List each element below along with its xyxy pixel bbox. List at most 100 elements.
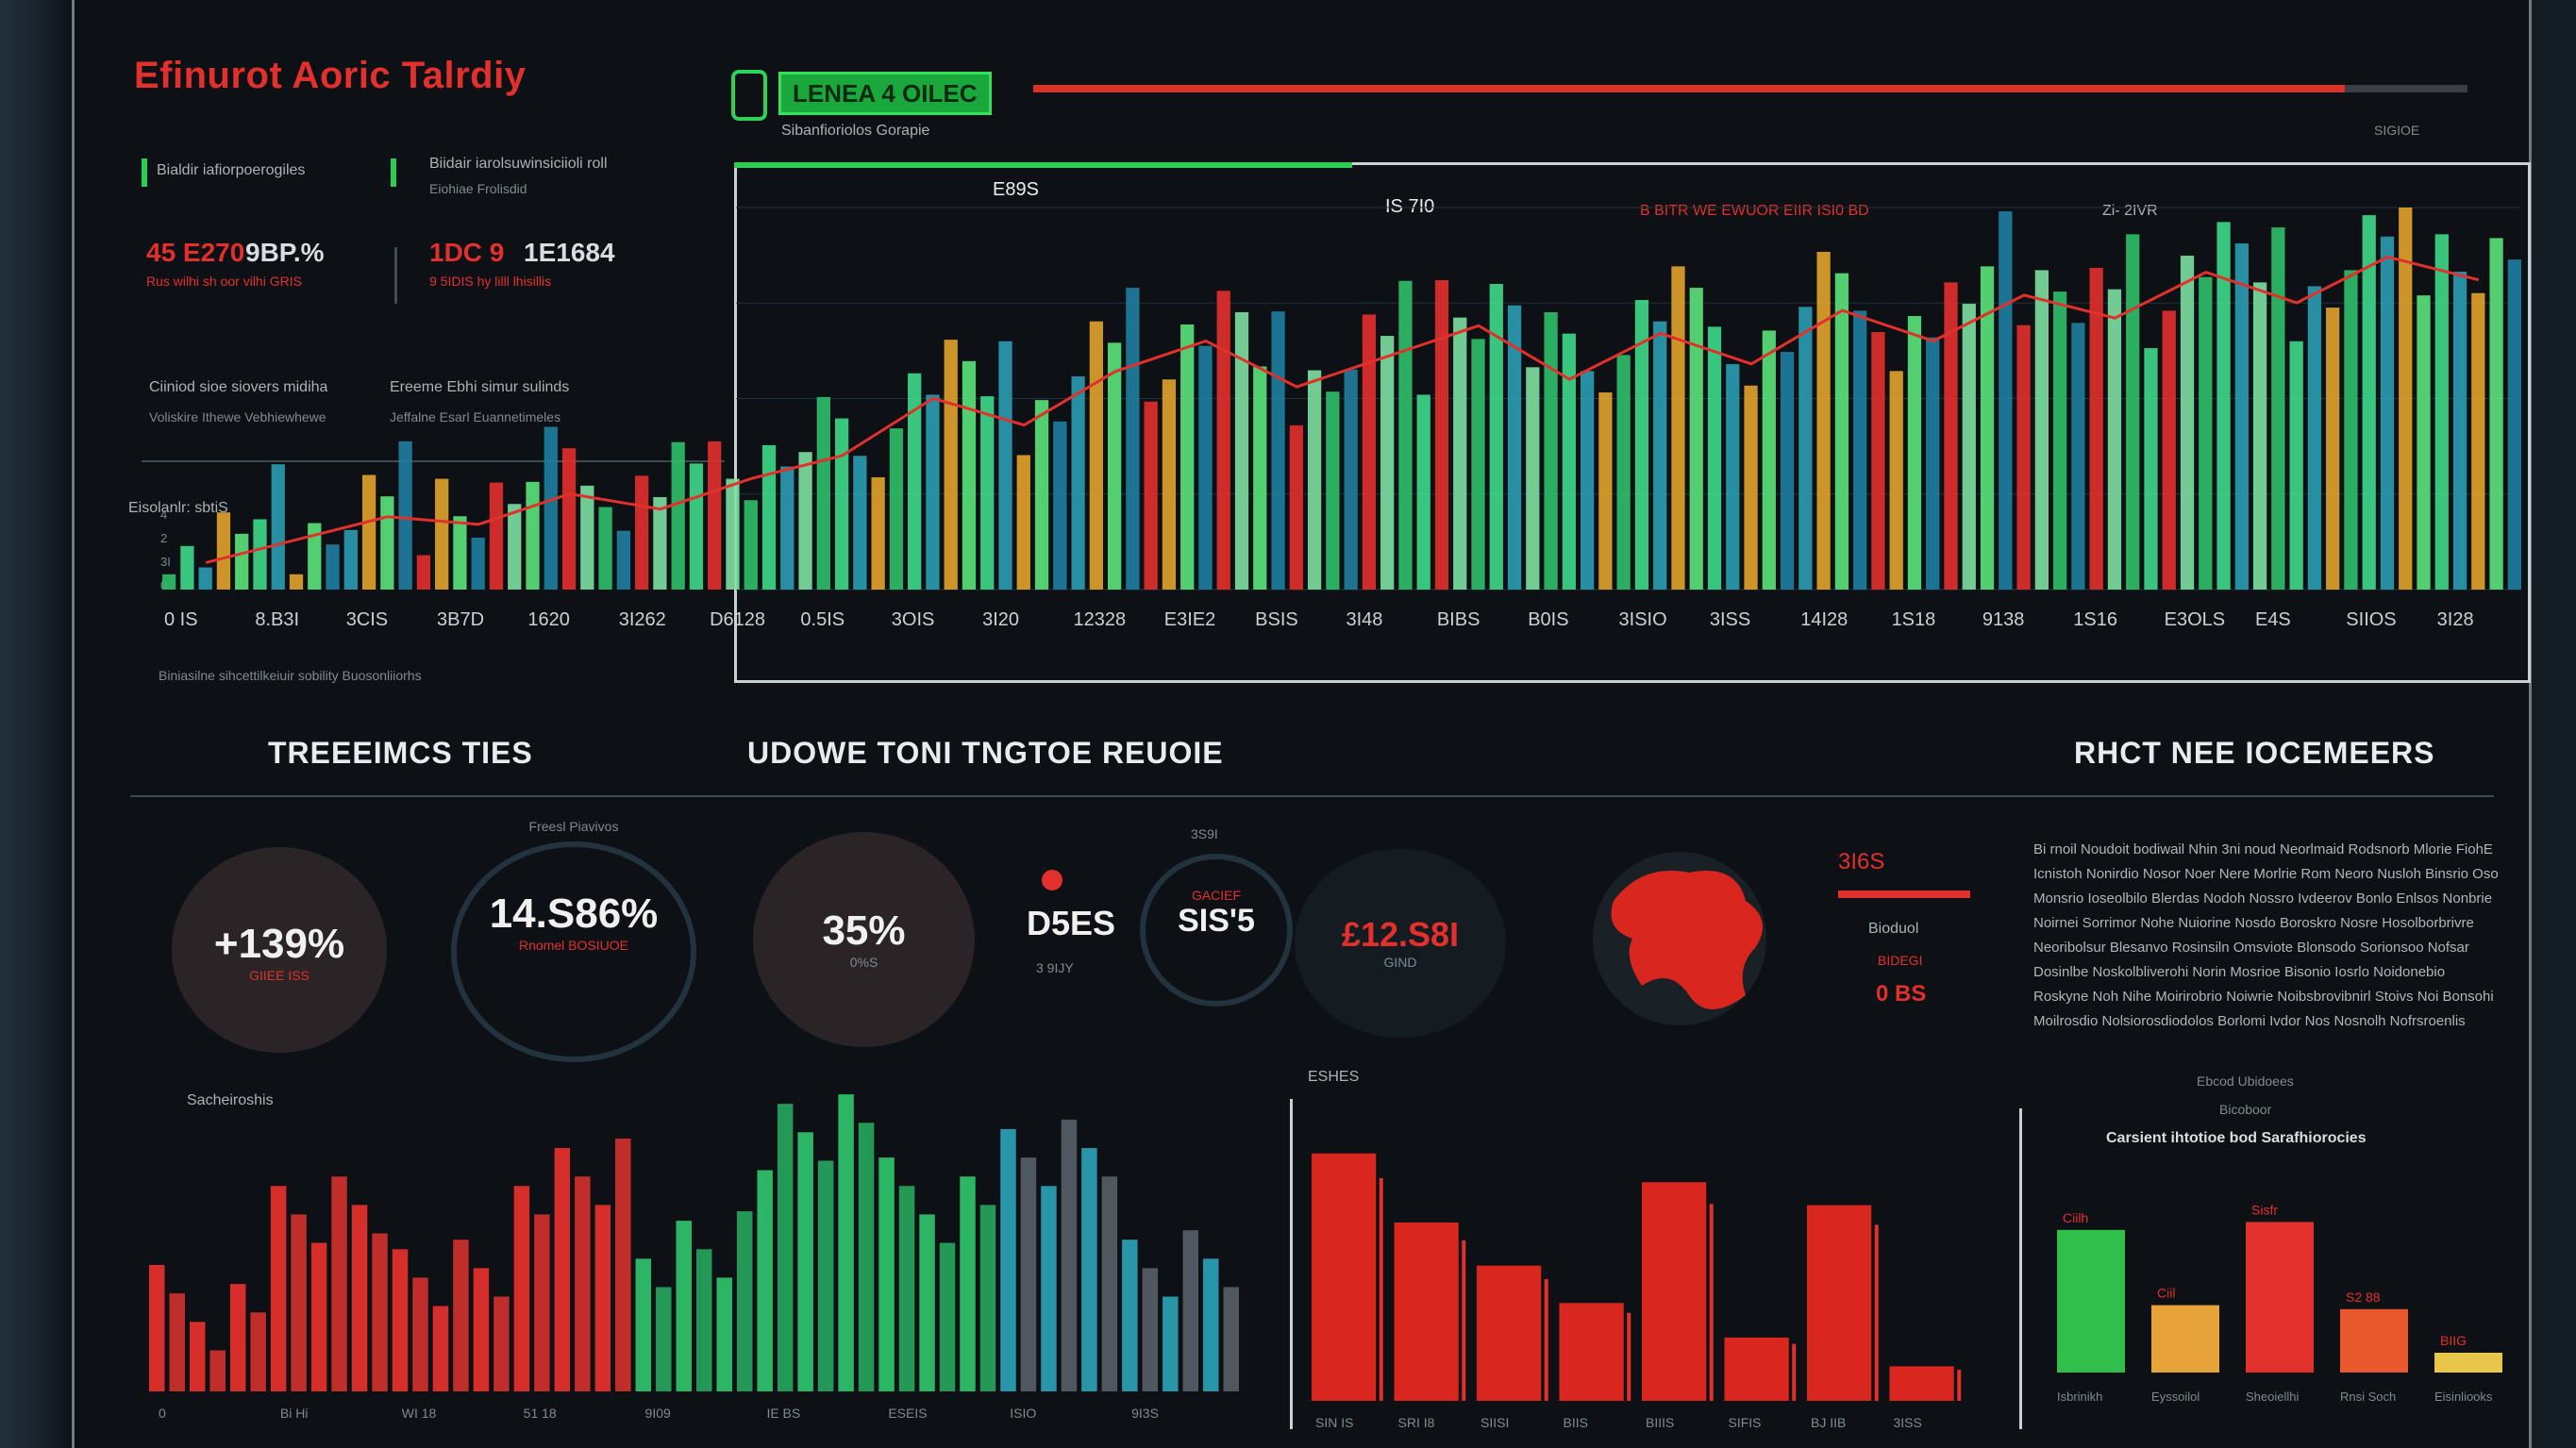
- bar-accent: [1957, 1370, 1962, 1401]
- bar: [2180, 256, 2195, 590]
- bar: [689, 463, 704, 590]
- bar: [1926, 337, 1940, 590]
- bar: [2252, 282, 2267, 590]
- bar: [416, 555, 431, 590]
- bar: [189, 1322, 206, 1391]
- tag-b-label: Biidair iarolsuwinsiciioli roll: [429, 156, 608, 172]
- bar: [169, 1293, 185, 1391]
- bar: [635, 1258, 652, 1391]
- bar: [554, 1148, 571, 1391]
- bar: [1271, 311, 1285, 590]
- bar: [1962, 304, 1976, 590]
- bar: [1471, 339, 1485, 590]
- bar: [575, 1176, 591, 1391]
- gauge-1[interactable]: +139% GIIEE ISS: [172, 847, 387, 1053]
- x-tick-label: 3I20: [982, 609, 1019, 630]
- bar: [736, 1211, 753, 1391]
- bar: [351, 1205, 368, 1391]
- bar: [1398, 280, 1413, 590]
- bar: [2380, 236, 2395, 590]
- bar: [2434, 1353, 2502, 1373]
- bar: [198, 567, 212, 590]
- bar: [1642, 1182, 1707, 1401]
- x-tick-label: 3ISS: [1894, 1415, 1922, 1430]
- bar: [508, 504, 522, 590]
- bar: [2326, 308, 2340, 590]
- x-tick-label: B0IS: [1528, 609, 1568, 630]
- x-tick-label: 8.B3I: [255, 609, 299, 630]
- bar: [162, 574, 176, 590]
- bar: [1162, 379, 1177, 590]
- bar: [331, 1176, 347, 1391]
- bar: [1020, 1157, 1037, 1391]
- left-frame-line: [72, 0, 75, 1448]
- bar: [939, 1242, 956, 1391]
- description-paragraph: Bi rnoil Noudoit bodiwail Nhin 3ni noud …: [2033, 841, 2499, 1029]
- bar: [229, 1284, 246, 1391]
- bar: [1344, 369, 1358, 590]
- kpi-b-sub: 9 5IDIS hy lilll lhisillis: [429, 274, 552, 289]
- section-right-heading: RHCT NEE IOCEMEERS: [2074, 736, 2435, 770]
- bar: [2144, 348, 2158, 590]
- bar: [716, 1277, 732, 1391]
- badge-subtitle: Sibanfioriolos Gorapie: [781, 123, 930, 139]
- status-badge[interactable]: LENEA 4 OILEC: [778, 72, 992, 115]
- gauge-6-sub: GIND: [1383, 955, 1417, 970]
- x-tick-label: Sheoiellhi: [2246, 1390, 2299, 1404]
- bar: [757, 1170, 773, 1391]
- bar: [1999, 211, 2013, 591]
- bar: [2344, 270, 2358, 590]
- bar: [817, 1160, 834, 1391]
- x-tick-label: SIISI: [1480, 1415, 1509, 1430]
- trend-line: [205, 255, 2480, 564]
- bottom-mid-axis: [1290, 1099, 1293, 1429]
- bar: [2216, 222, 2231, 590]
- bar: [838, 1094, 854, 1391]
- bottom-mid-title: ESHES: [1308, 1069, 1360, 1085]
- x-tick-label: Eyssoilol: [2151, 1390, 2200, 1404]
- gauge-5[interactable]: GACIEF SIS'5: [1140, 854, 1293, 1007]
- bar: [962, 360, 977, 590]
- bar: [1634, 300, 1649, 590]
- right-edge-decoration: [2532, 0, 2576, 1448]
- bar: [2340, 1308, 2408, 1373]
- data-label: BIIG: [2440, 1333, 2467, 1348]
- bar: [777, 1104, 794, 1391]
- x-tick-label: 3ISS: [1710, 609, 1750, 630]
- bar: [149, 1265, 165, 1391]
- tag-b-sub: Eiohiae Frolisdid: [429, 181, 527, 196]
- bar: [1434, 279, 1449, 590]
- bar: [1980, 266, 1995, 590]
- bar-accent: [1709, 1204, 1714, 1401]
- bar: [761, 444, 777, 590]
- bar: [858, 1123, 875, 1391]
- bar: [2307, 286, 2322, 590]
- gauge-6[interactable]: £12.S8I GIND: [1295, 849, 1506, 1038]
- main-chart-accent: [734, 162, 1352, 168]
- bar: [1907, 316, 1922, 590]
- globe-icon: [1593, 852, 1766, 1025]
- bar: [1724, 1337, 1789, 1401]
- data-label: S2 88: [2346, 1290, 2381, 1305]
- bar: [919, 1214, 935, 1391]
- bar: [656, 1287, 672, 1391]
- gauge-2[interactable]: Freesl Piavivos 14.S86% Rnomel BOSIUOE: [451, 819, 696, 1062]
- desc-a-sub: Voliskire Ithewe Vebhiewhewe: [149, 409, 326, 424]
- x-tick-label: 14I28: [1800, 609, 1848, 630]
- bar: [696, 1249, 712, 1391]
- bar-accent: [1544, 1278, 1548, 1401]
- bar-accent: [1379, 1177, 1383, 1401]
- bar: [453, 1240, 469, 1391]
- x-tick-label: Eisinliooks: [2434, 1390, 2493, 1404]
- bar: [473, 1268, 490, 1391]
- bar: [526, 481, 540, 590]
- tag-box-a[interactable]: Bialdir iafiorpoerogiles: [142, 158, 396, 187]
- bar: [1234, 311, 1249, 590]
- gauge-3[interactable]: 35% 0%S: [753, 832, 975, 1047]
- map-value: 3I6S: [1838, 849, 1885, 874]
- bar: [960, 1176, 976, 1391]
- x-tick-label: 3I262: [619, 609, 666, 630]
- bottom-right-sub: Bicoboor: [2219, 1102, 2272, 1117]
- x-tick-label: Isbrinikh: [2057, 1390, 2102, 1404]
- bar: [1081, 1148, 1097, 1391]
